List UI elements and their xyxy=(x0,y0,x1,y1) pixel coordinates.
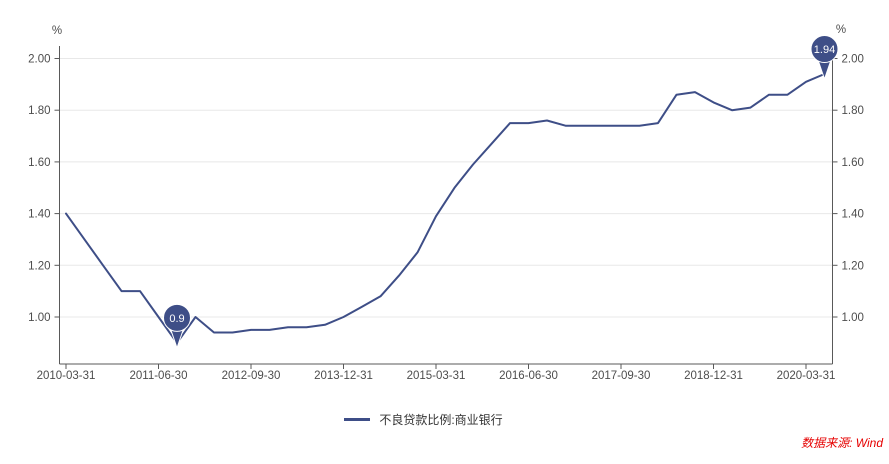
svg-text:2013-12-31: 2013-12-31 xyxy=(314,370,373,382)
svg-text:1.40: 1.40 xyxy=(842,209,864,221)
svg-text:1.60: 1.60 xyxy=(28,157,50,169)
series-line xyxy=(65,73,826,344)
legend: 不良贷款比例:商业银行 xyxy=(0,411,868,428)
svg-text:1.20: 1.20 xyxy=(28,260,50,272)
data-point-marker: 0.9 xyxy=(163,303,191,350)
svg-text:1.80: 1.80 xyxy=(28,105,50,117)
svg-text:2020-03-31: 2020-03-31 xyxy=(777,370,836,382)
y-axis-labels: 1.00 1.00 1.20 1.20 1.40 1.40 1.60 1.60 1.80 1.80… xyxy=(28,54,864,325)
svg-text:2018-12-31: 2018-12-31 xyxy=(684,370,743,382)
svg-text:0.9: 0.9 xyxy=(169,313,184,325)
svg-text:2011-06-30: 2011-06-30 xyxy=(130,370,188,382)
svg-text:%: % xyxy=(52,25,62,37)
x-axis-labels: 2010-03-31 2011-06-30 2012-09-30 2013-12-31… xyxy=(37,364,836,382)
svg-text:1.40: 1.40 xyxy=(28,209,50,221)
svg-text:%: % xyxy=(836,24,846,36)
svg-text:2015-03-31: 2015-03-31 xyxy=(407,370,466,382)
svg-text:1.94: 1.94 xyxy=(814,44,835,56)
svg-text:2.00: 2.00 xyxy=(842,54,864,66)
legend-line-swatch xyxy=(344,418,371,421)
svg-text:1.20: 1.20 xyxy=(842,260,864,272)
svg-text:2012-09-30: 2012-09-30 xyxy=(222,370,281,382)
svg-text:2017-09-30: 2017-09-30 xyxy=(592,370,651,382)
svg-text:1.00: 1.00 xyxy=(842,312,864,324)
data-point-marker: 1.94 xyxy=(810,35,839,81)
svg-text:2010-03-31: 2010-03-31 xyxy=(37,370,96,382)
svg-text:2.00: 2.00 xyxy=(28,54,50,66)
y-gridlines xyxy=(59,58,833,318)
svg-text:1.80: 1.80 xyxy=(842,105,864,117)
source-note: 数据来源: Wind xyxy=(801,436,883,450)
svg-text:1.60: 1.60 xyxy=(842,157,864,169)
svg-text:2016-06-30: 2016-06-30 xyxy=(499,370,558,382)
legend-label: 不良贷款比例:商业银行 xyxy=(379,413,503,427)
svg-text:1.00: 1.00 xyxy=(28,312,50,324)
axis-unit-labels: %% xyxy=(52,24,846,37)
axes xyxy=(59,46,833,365)
